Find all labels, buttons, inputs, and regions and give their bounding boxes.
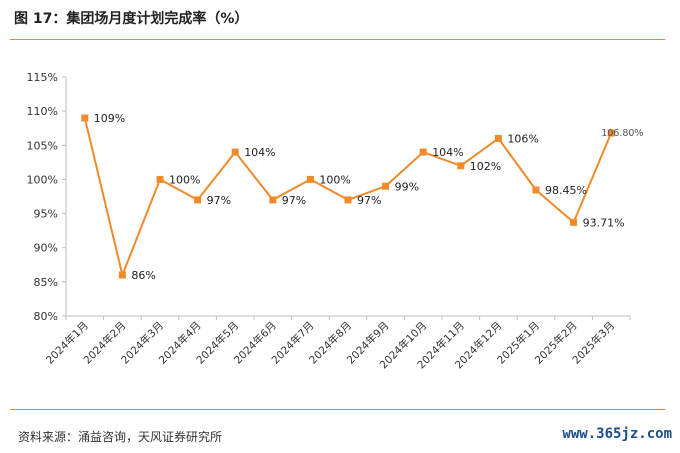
data-label: 102% (470, 160, 501, 173)
data-label: 99% (395, 180, 419, 193)
data-label: 106.80% (601, 128, 643, 139)
watermark: www.365jz.com (562, 426, 672, 442)
data-point (156, 175, 164, 183)
data-point (118, 271, 126, 279)
data-point (81, 114, 89, 122)
data-point (269, 196, 277, 204)
data-point (382, 182, 390, 190)
bottom-rule (10, 409, 665, 410)
figure-title: 图 17：集团场月度计划完成率（%） (14, 11, 249, 27)
data-point (194, 196, 202, 204)
y-tick-label: 80% (34, 310, 58, 323)
y-tick-label: 110% (27, 105, 58, 118)
data-point (344, 196, 352, 204)
source-note: 资料来源：涌益咨询，天风证券研究所 (18, 430, 223, 444)
data-label: 97% (207, 194, 231, 207)
data-point (306, 175, 314, 183)
data-label: 106% (507, 132, 538, 145)
data-point (494, 134, 502, 142)
data-point (607, 129, 615, 137)
chart-data-labels: 109% 86% 100% 97% 104% 97% 100% 97% 99% 104% 102% 1… (94, 112, 644, 282)
data-label: 93.71% (583, 216, 625, 229)
y-tick-label: 85% (34, 276, 58, 289)
data-label: 100% (319, 173, 350, 186)
data-point (457, 162, 465, 170)
data-label: 104% (432, 146, 463, 159)
y-tick-label: 95% (34, 208, 58, 221)
y-tick-label: 90% (34, 242, 58, 255)
data-label: 98.45% (545, 184, 587, 197)
data-label: 97% (282, 194, 306, 207)
data-point (532, 186, 540, 194)
data-point (419, 148, 427, 156)
y-tick-label: 115% (27, 71, 58, 84)
data-label: 100% (169, 173, 200, 186)
data-label: 97% (357, 194, 381, 207)
data-label: 86% (131, 269, 155, 282)
data-label: 109% (94, 112, 125, 125)
data-point (570, 218, 578, 226)
top-rule (10, 39, 665, 40)
data-point (231, 148, 239, 156)
data-label: 104% (244, 146, 275, 159)
y-tick-label: 105% (27, 139, 58, 152)
y-tick-label: 100% (27, 173, 58, 186)
chart-series (81, 114, 615, 279)
